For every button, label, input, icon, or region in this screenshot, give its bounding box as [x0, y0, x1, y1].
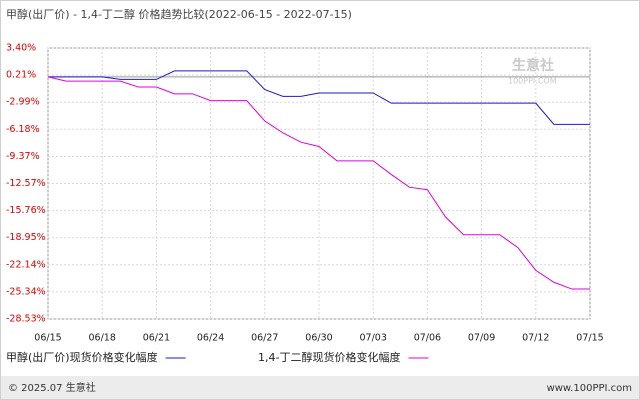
x-tick-label: 06/21 [143, 333, 170, 344]
x-tick-label: 07/06 [414, 333, 441, 344]
y-tick-label: 3.40% [6, 43, 36, 54]
legend-label: 1,4-丁二醇现货价格变化幅度 [258, 350, 400, 364]
watermark: 生意社 [512, 57, 554, 74]
legend-label: 甲醇(出厂价)现货价格变化幅度 [6, 350, 158, 364]
footer-bar [1, 376, 639, 399]
series-line [48, 70, 590, 125]
x-tick-label: 07/03 [360, 333, 387, 344]
y-tick-label: -9.37% [6, 151, 40, 162]
series-line [47, 76, 590, 290]
y-tick-label: -6.18% [6, 124, 40, 135]
x-tick-label: 06/27 [251, 333, 278, 344]
x-tick-label: 07/12 [522, 333, 549, 344]
x-tick-label: 06/15 [34, 333, 61, 344]
footer-copyright: © 2025.07 生意社 [8, 381, 96, 394]
y-tick-label: 0.21% [6, 70, 36, 81]
x-tick-label: 06/18 [89, 333, 116, 344]
y-tick-label: -22.14% [6, 259, 46, 270]
y-tick-label: -18.95% [6, 232, 46, 243]
x-tick-label: 07/09 [468, 333, 495, 344]
y-tick-label: -15.76% [6, 205, 46, 216]
watermark-url: 100PPI.COM [508, 77, 557, 86]
x-tick-label: 07/15 [576, 333, 603, 344]
y-tick-label: -25.34% [6, 286, 46, 297]
chart-title: 甲醇(出厂价) - 1,4-丁二醇 价格趋势比较(2022-06-15 - 20… [6, 7, 352, 21]
y-tick-label: -12.57% [6, 178, 46, 189]
x-tick-label: 06/24 [197, 333, 224, 344]
y-tick-label: -28.53% [6, 314, 46, 325]
x-tick-label: 06/30 [305, 333, 332, 344]
y-tick-label: -2.99% [6, 97, 40, 108]
footer-url: www.100PPI.com [547, 383, 632, 394]
